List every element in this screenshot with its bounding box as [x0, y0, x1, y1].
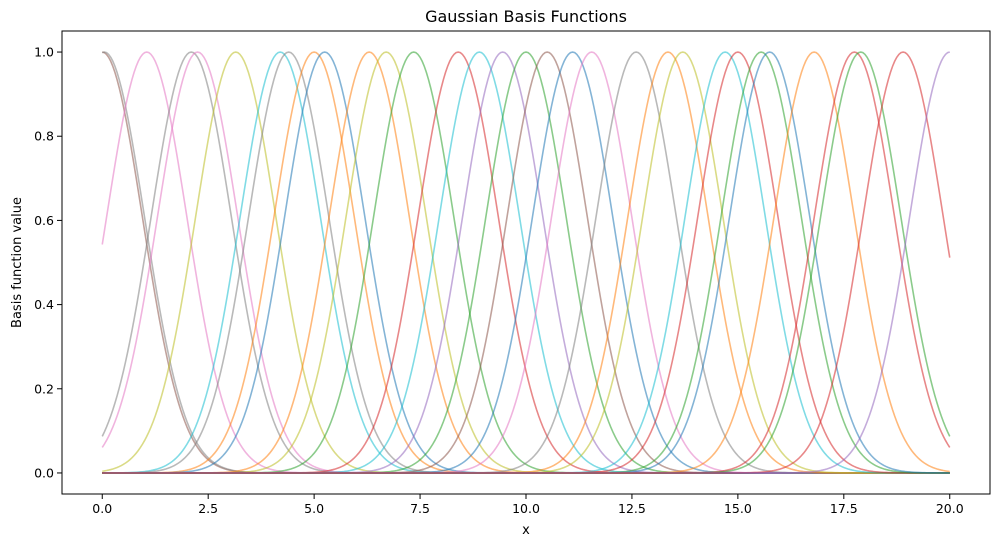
x-axis: 0.0 2.5 5.0 7.5 10.0 12.5 15.0 17.5 20.0 — [92, 494, 964, 516]
x-tick-label: 20.0 — [936, 501, 964, 516]
x-tick-label: 17.5 — [830, 501, 858, 516]
y-tick-label: 0.6 — [34, 213, 54, 228]
x-axis-label: x — [522, 523, 530, 538]
x-tick-label: 12.5 — [618, 501, 646, 516]
chart-title: Gaussian Basis Functions — [425, 7, 627, 26]
x-tick-label: 5.0 — [304, 501, 324, 516]
x-tick-label: 7.5 — [410, 501, 430, 516]
x-tick-label: 15.0 — [724, 501, 752, 516]
y-tick-label: 0.4 — [34, 297, 54, 312]
y-tick-label: 0.2 — [34, 381, 54, 396]
x-tick-label: 10.0 — [512, 501, 540, 516]
series-line-32 — [102, 51, 950, 474]
y-axis-label: Basis function value — [10, 197, 25, 328]
x-tick-label: 0.0 — [92, 501, 112, 516]
x-tick-label: 2.5 — [198, 501, 218, 516]
series-lines — [101, 51, 951, 474]
y-axis: 0.0 0.2 0.4 0.6 0.8 1.0 — [34, 45, 62, 480]
y-tick-label: 0.8 — [34, 129, 54, 144]
y-tick-label: 1.0 — [34, 45, 54, 60]
y-tick-label: 0.0 — [34, 465, 54, 480]
